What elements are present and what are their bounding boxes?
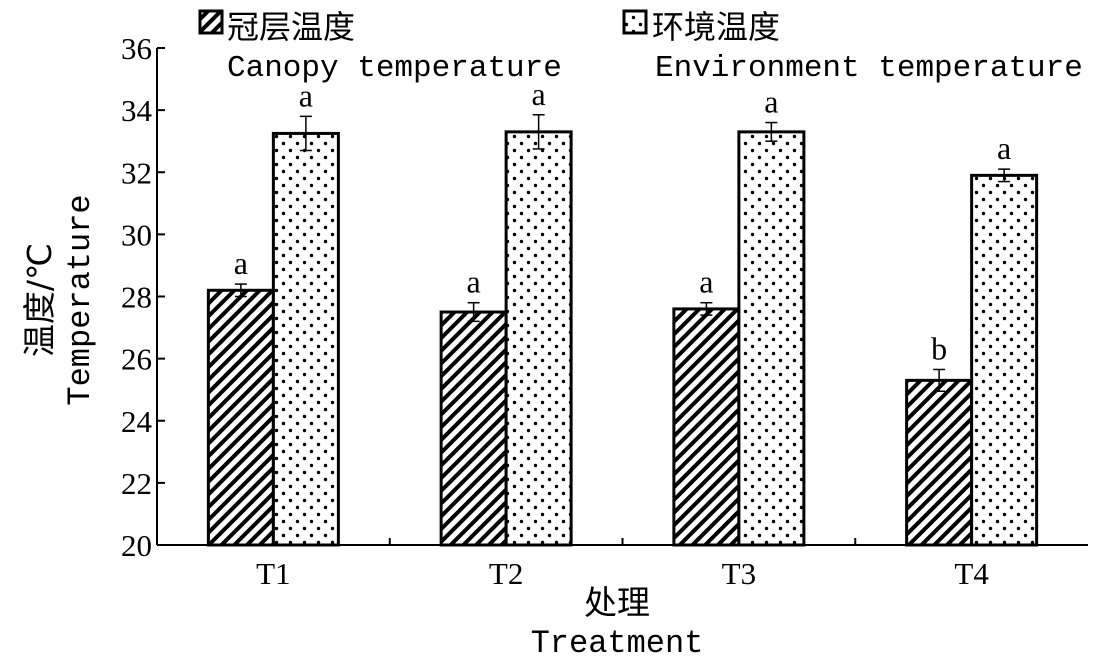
legend: 冠层温度 Canopy temperature 环境温度 Environment… — [198, 8, 1083, 86]
plot-area: 20 22 24 26 28 30 32 34 36 T1 a a T2 a a T3 a a T4 b a — [121, 31, 1088, 591]
legend-label-canopy-cn: 冠层温度 — [227, 8, 355, 46]
x-tick-label-T4: T4 — [954, 556, 989, 591]
bar-canopy-T3 — [672, 307, 741, 547]
legend-label-environment-cn: 环境温度 — [652, 8, 780, 46]
y-tick-label-24: 24 — [121, 404, 153, 439]
x-axis-title: 处理 Treatment — [531, 583, 704, 662]
x-axis-title-cn: 处理 — [584, 583, 650, 622]
legend-swatch-environment — [622, 9, 648, 35]
x-axis-title-en: Treatment — [531, 625, 704, 662]
y-tick-label-30: 30 — [121, 217, 152, 252]
y-tick-label-32: 32 — [121, 155, 152, 190]
significance-label-canopy-T2: a — [467, 264, 481, 300]
significance-label-environment-T4: a — [997, 130, 1011, 166]
bar-environment-T3 — [737, 130, 806, 547]
y-tick-label-20: 20 — [121, 528, 152, 563]
significance-label-canopy-T1: a — [234, 245, 248, 281]
bar-canopy-T4 — [905, 378, 974, 547]
y-axis-title: 温度/℃ Temperature — [20, 194, 99, 405]
legend-item-environment: 环境温度 Environment temperature — [622, 8, 1083, 86]
y-tick-label-34: 34 — [121, 93, 153, 128]
y-tick-label-28: 28 — [121, 280, 152, 315]
bar-environment-T2 — [504, 130, 573, 547]
significance-label-environment-T2: a — [532, 76, 546, 112]
bar-environment-T1 — [271, 131, 340, 547]
legend-label-environment-en: Environment temperature — [655, 51, 1083, 86]
significance-label-environment-T3: a — [764, 84, 778, 120]
significance-label-canopy-T4: b — [931, 330, 947, 366]
legend-label-canopy-en: Canopy temperature — [227, 51, 562, 86]
significance-label-canopy-T3: a — [699, 264, 713, 300]
y-tick-label-22: 22 — [121, 466, 152, 501]
bar-canopy-T1 — [206, 288, 275, 547]
y-axis-title-en: Temperature — [62, 194, 99, 405]
y-axis-title-cn: 温度/℃ — [20, 243, 59, 357]
y-tick-label-26: 26 — [121, 342, 152, 377]
y-tick-label-36: 36 — [121, 31, 152, 66]
bar-canopy-T2 — [439, 310, 508, 547]
bar-environment-T4 — [970, 173, 1039, 547]
x-tick-label-T3: T3 — [722, 556, 756, 591]
legend-swatch-canopy — [198, 9, 224, 35]
x-tick-label-T2: T2 — [489, 556, 523, 591]
legend-item-canopy: 冠层温度 Canopy temperature — [198, 8, 562, 86]
x-tick-label-T1: T1 — [256, 556, 290, 591]
significance-label-environment-T1: a — [299, 77, 313, 113]
